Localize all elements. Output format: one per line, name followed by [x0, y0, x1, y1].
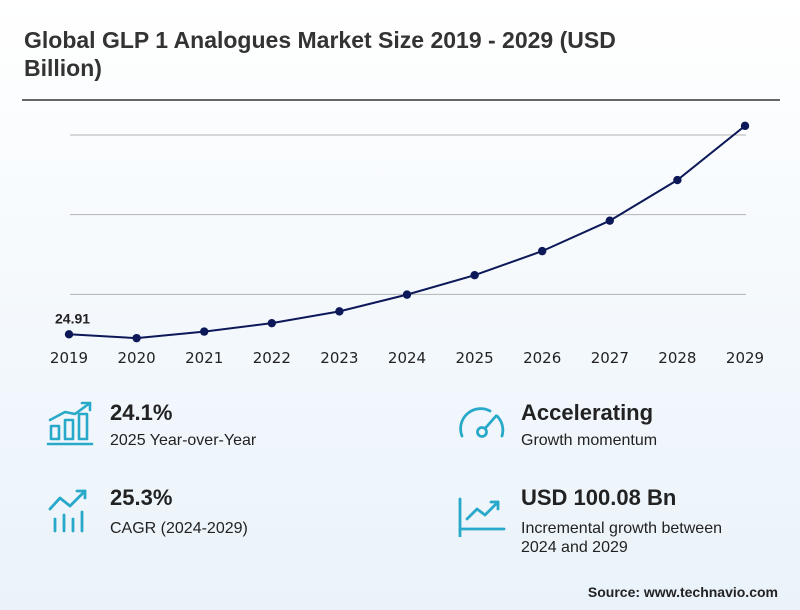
data-point-2027	[605, 216, 614, 225]
growth-arrow-chart-icon	[458, 497, 506, 537]
x-tick-label: 2022	[253, 349, 291, 367]
data-point-2024	[402, 290, 412, 299]
title-divider	[22, 99, 780, 101]
series-line	[68, 125, 746, 340]
data-point-2028	[673, 175, 682, 185]
stat-description: 2025 Year-over-Year	[110, 432, 257, 449]
line-chart: 2019 2020 2021 2022 2023 2024 2025 2026 2027 2028…	[50, 121, 764, 367]
stat-description: Growth momentum	[521, 432, 658, 449]
data-point-2026	[538, 246, 547, 256]
stat-value: Accelerating	[521, 400, 654, 425]
x-tick-label: 2023	[320, 349, 358, 367]
data-point-2020	[132, 333, 141, 343]
stat-value: 24.1%	[110, 400, 173, 425]
stat-value: USD 100.08 Bn	[521, 485, 677, 510]
data-point-2023	[335, 307, 344, 316]
stat-value: 25.3%	[110, 485, 173, 510]
data-point-2025	[470, 270, 479, 280]
stat-description: Incremental growth between 2024 and 2029	[521, 520, 722, 556]
trend-line-bars-icon	[48, 489, 87, 533]
x-tick-label: 2021	[185, 349, 223, 367]
x-tick-label: 2019	[50, 349, 88, 367]
data-point-2021	[200, 327, 209, 336]
x-tick-label: 2024	[388, 349, 426, 367]
data-points	[64, 121, 750, 343]
source-note: Source: www.technavio.com	[587, 584, 778, 600]
x-tick-label: 2029	[726, 349, 764, 367]
stat-description: CAGR (2024-2029)	[110, 520, 248, 537]
page-title: Global GLP 1 Analogues Market Size 2019 …	[24, 27, 616, 81]
gridlines	[70, 134, 746, 295]
data-label: 24.91	[55, 310, 90, 326]
data-labels: 24.91	[55, 310, 90, 326]
x-tick-label: 2027	[591, 349, 629, 367]
bar-chart-growth-icon	[46, 401, 94, 446]
x-tick-label: 2020	[118, 349, 156, 367]
x-tick-label: 2025	[456, 349, 494, 367]
data-point-2022	[267, 318, 276, 328]
x-axis-labels: 2019 2020 2021 2022 2023 2024 2025 2026 2027 2028…	[50, 349, 764, 367]
data-point-2029	[740, 121, 750, 131]
data-point-2019	[64, 330, 74, 339]
x-tick-label: 2026	[523, 349, 561, 367]
x-tick-label: 2028	[658, 349, 696, 367]
speedometer-icon	[459, 407, 505, 438]
